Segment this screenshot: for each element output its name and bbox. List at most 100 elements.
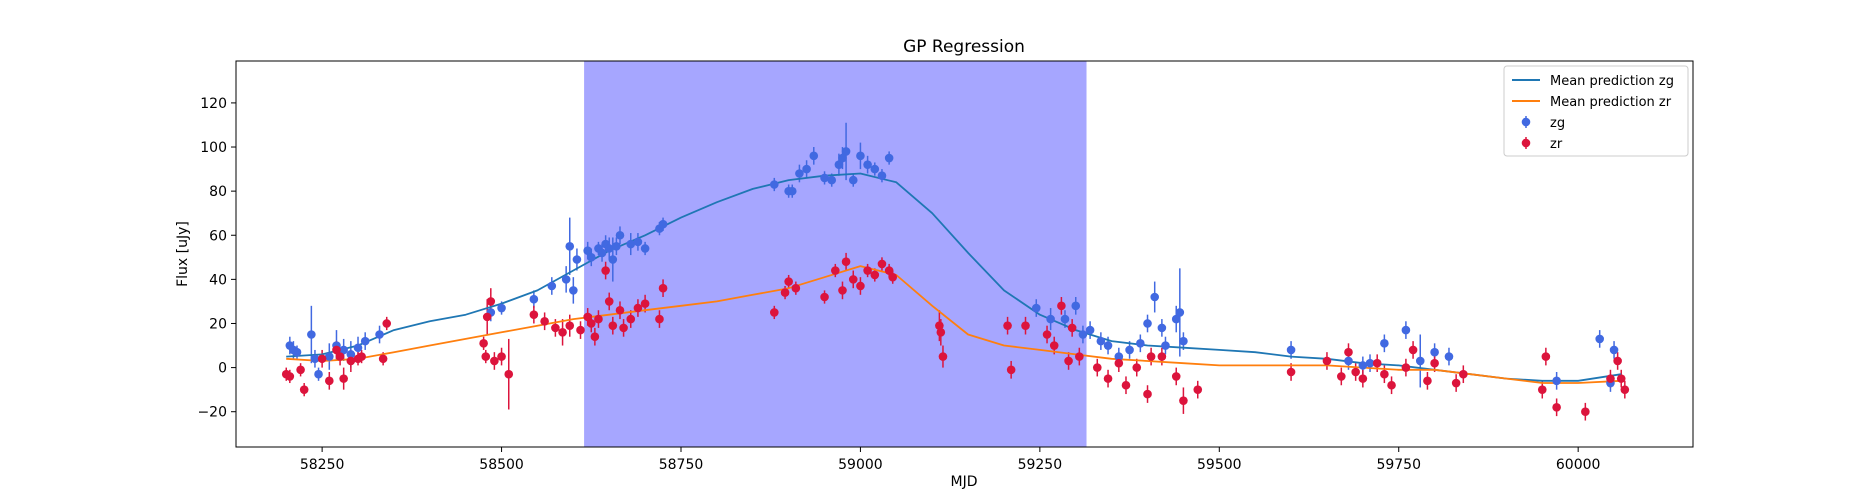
zr-point (339, 374, 348, 383)
zr-point (938, 352, 948, 361)
zg-point (569, 286, 578, 295)
zr-point (1064, 356, 1073, 366)
zr-point (856, 281, 865, 291)
zr-point (1057, 301, 1066, 311)
zg-point (1175, 308, 1185, 317)
zr-point (1620, 385, 1630, 394)
zr-point (1430, 358, 1439, 368)
zg-point (884, 153, 894, 163)
zr-point (332, 345, 341, 355)
zg-point (809, 151, 819, 161)
zg-point (1103, 341, 1113, 350)
zr-point (346, 356, 356, 366)
zg-point (856, 151, 865, 161)
legend-swatch-zg (1521, 117, 1531, 127)
zr-point (1451, 378, 1461, 388)
y-axis-label: Flux [uJy] (175, 221, 191, 287)
zr-point (317, 354, 327, 364)
zr-point (594, 314, 603, 324)
zr-point (497, 352, 506, 361)
zr-point (1021, 321, 1030, 330)
legend-box (1503, 65, 1689, 157)
zg-point (583, 246, 592, 255)
zg-point (497, 303, 506, 313)
zg-point (1085, 325, 1095, 335)
zr-point (604, 297, 614, 306)
zr-point (285, 372, 295, 381)
zg-point (834, 160, 844, 169)
zr-point (335, 352, 345, 361)
zr-point (780, 288, 790, 297)
zg-prediction-line (286, 172, 1622, 382)
zr-point (838, 286, 847, 295)
zg-point (1096, 336, 1106, 346)
zr-point (1387, 380, 1396, 390)
zg-point (1380, 339, 1389, 348)
zr-point (884, 266, 894, 275)
zr-point (1132, 363, 1142, 372)
zg-point (1358, 361, 1368, 370)
zr-point (1006, 365, 1016, 375)
x-tick-label: 59250 (1018, 457, 1063, 473)
y-tick-label: 120 (200, 96, 227, 112)
zg-point (820, 173, 829, 183)
zg-point (863, 160, 872, 169)
zr-point (1114, 358, 1124, 368)
zg-point (626, 239, 636, 249)
zg-point (339, 345, 348, 355)
zr-point (935, 321, 944, 330)
zr-point (565, 321, 575, 330)
zr-point (831, 266, 840, 275)
zg-point (604, 244, 614, 253)
zg-point (1031, 303, 1041, 313)
zr-point (1049, 341, 1059, 350)
shaded-span-layer (584, 61, 1087, 447)
zr-point (1157, 352, 1167, 361)
x-tick-label: 58250 (300, 457, 345, 473)
zg-point (870, 164, 880, 174)
zg-point (633, 237, 643, 247)
zg-point (1401, 325, 1411, 335)
zg-point (1125, 345, 1134, 355)
zr-point (382, 319, 392, 328)
zr-point (1067, 323, 1077, 333)
zr-point (1337, 372, 1346, 381)
zr-point (640, 299, 650, 308)
zr-points-layer (281, 257, 1630, 417)
zg-point (615, 230, 625, 240)
zr-point (1103, 374, 1113, 383)
x-tick-label: 59750 (1376, 457, 1421, 473)
zg-point (1143, 319, 1152, 328)
zr-point (1408, 345, 1418, 355)
zr-point (299, 385, 309, 394)
zr-point (1121, 380, 1131, 390)
zg-point (640, 244, 650, 253)
zg-point (375, 330, 384, 339)
zr-point (658, 283, 668, 293)
zr-point (481, 352, 491, 361)
zr-point (848, 275, 858, 284)
zg-point (547, 281, 557, 291)
zg-point (1136, 339, 1145, 348)
zr-point (863, 266, 872, 275)
legend-swatch-zr (1521, 138, 1531, 148)
zr-point (1003, 321, 1012, 330)
zg-point (565, 241, 575, 251)
zr-point (619, 323, 628, 333)
zg-point (1046, 314, 1055, 324)
zg-point (586, 253, 596, 262)
zg-points-layer (285, 147, 1619, 388)
zg-point (561, 275, 571, 284)
zg-point (1444, 352, 1454, 361)
plot-frame (235, 60, 1694, 448)
zg-point (307, 330, 316, 339)
zg-point (1179, 336, 1188, 346)
zr-point (482, 312, 492, 322)
zr-point (784, 277, 793, 286)
zr-point (1358, 374, 1368, 383)
x-axis-label: MJD (951, 474, 978, 490)
y-tick-label: 0 (218, 361, 227, 377)
zr-prediction-line (286, 265, 1622, 384)
y-tick-label: 60 (209, 228, 227, 244)
